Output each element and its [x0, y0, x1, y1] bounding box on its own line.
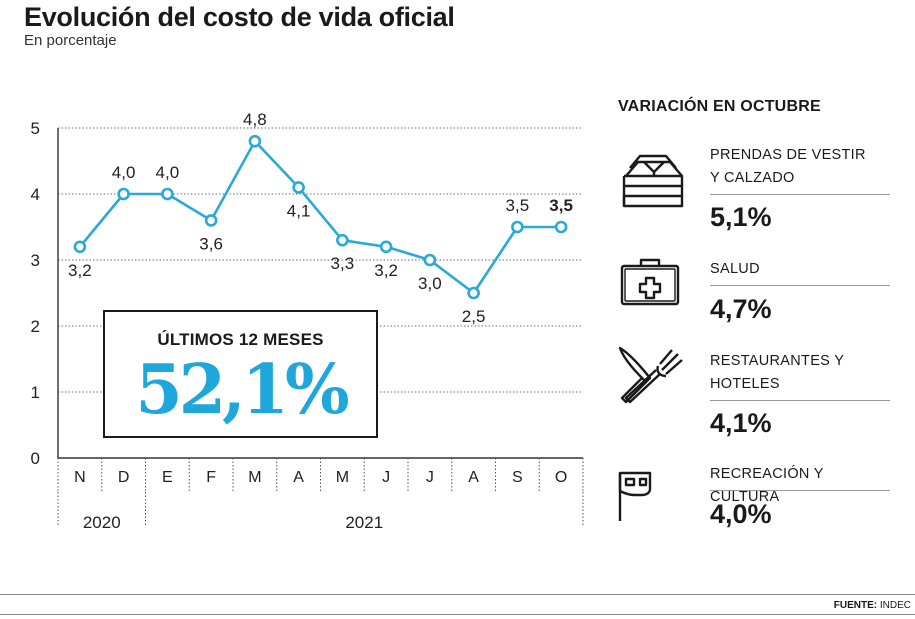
last-12-months-value: 52,1%	[135, 350, 349, 430]
data-label: 3,2	[68, 261, 92, 280]
year-label: 2021	[345, 513, 383, 532]
month-label: M	[336, 469, 349, 486]
data-point	[204, 214, 218, 227]
category-recreation-label: RECREACIÓN Y CULTURA	[710, 466, 824, 505]
data-label: 4,0	[156, 163, 180, 182]
data-label: 3,5	[506, 196, 530, 215]
data-label: 3,6	[199, 234, 223, 253]
category-clothing-label: PRENDAS DE VESTIR Y CALZADO	[710, 147, 866, 186]
data-point	[379, 240, 393, 254]
month-label: N	[74, 469, 86, 486]
data-point	[554, 220, 568, 234]
month-label: M	[248, 469, 261, 486]
y-tick-label: 2	[31, 317, 40, 336]
category-restaurants: RESTAURANTES Y HOTELES 4,1%	[616, 346, 896, 448]
category-health-label: SALUD	[710, 261, 760, 277]
last-12-months-label: ÚLTIMOS 12 MESES	[157, 330, 324, 349]
data-point	[161, 187, 174, 201]
category-health-value: 4,7%	[710, 294, 772, 324]
category-clothing-value: 5,1%	[710, 202, 772, 232]
mask-icon	[618, 471, 652, 521]
month-label: A	[293, 469, 304, 486]
data-point	[423, 253, 437, 267]
month-label: E	[162, 469, 173, 486]
data-label: 4,8	[243, 110, 267, 129]
data-label: 4,0	[112, 163, 136, 182]
y-tick-label: 0	[31, 449, 40, 468]
month-label: D	[118, 469, 130, 486]
category-divider	[710, 285, 890, 286]
data-label: 3,2	[374, 261, 398, 280]
data-point	[117, 187, 130, 201]
data-label: 3,5	[549, 196, 573, 215]
category-divider	[710, 490, 890, 491]
chart-subtitle: En porcentaje	[24, 32, 117, 49]
category-divider	[710, 400, 890, 401]
month-label: A	[468, 469, 479, 486]
footer-divider	[0, 594, 915, 595]
category-recreation-value: 4,0%	[710, 499, 772, 529]
footer-divider-bottom	[0, 614, 915, 615]
category-divider	[710, 194, 890, 195]
month-label: S	[512, 469, 523, 486]
last-12-months-box: ÚLTIMOS 12 MESES 52,1%	[103, 310, 378, 438]
chart-title: Evolución del costo de vida oficial	[24, 2, 455, 32]
category-restaurants-value: 4,1%	[710, 408, 772, 438]
october-panel-title: VARIACIÓN EN OCTUBRE	[618, 98, 821, 115]
data-label: 3,3	[331, 254, 355, 273]
y-tick-label: 4	[31, 185, 40, 204]
data-label: 4,1	[287, 201, 311, 220]
data-label: 2,5	[462, 307, 486, 326]
data-point	[73, 240, 87, 254]
category-recreation: RECREACIÓN Y CULTURA 4,0%	[616, 463, 896, 543]
month-label: F	[206, 469, 216, 486]
folded-clothes-icon	[622, 154, 684, 208]
series-line	[78, 139, 562, 295]
knife-fork-icon	[618, 346, 683, 404]
category-restaurants-label: RESTAURANTES Y HOTELES	[710, 353, 845, 392]
data-label: 3,0	[418, 274, 442, 293]
first-aid-kit-icon	[620, 258, 680, 306]
source-note: FUENTE: INDEC	[833, 600, 911, 611]
category-health: SALUD 4,7%	[616, 258, 896, 338]
y-tick-label: 3	[31, 251, 40, 270]
data-point	[292, 181, 305, 194]
y-tick-label: 5	[31, 119, 40, 138]
data-point	[511, 220, 524, 234]
category-clothing: PRENDAS DE VESTIR Y CALZADO 5,1%	[616, 142, 896, 242]
month-label: O	[555, 469, 567, 486]
month-label: J	[426, 469, 434, 486]
data-point	[467, 286, 480, 300]
year-label: 2020	[83, 513, 121, 532]
month-label: J	[382, 469, 390, 486]
data-point	[248, 134, 262, 148]
y-tick-label: 1	[31, 383, 40, 402]
data-point	[336, 233, 349, 247]
line-chart: 0 1 2 3 4 5 N D E F M A M J J A S O 2020 2021 3,2 4,0 4,0 3,…	[31, 110, 584, 532]
